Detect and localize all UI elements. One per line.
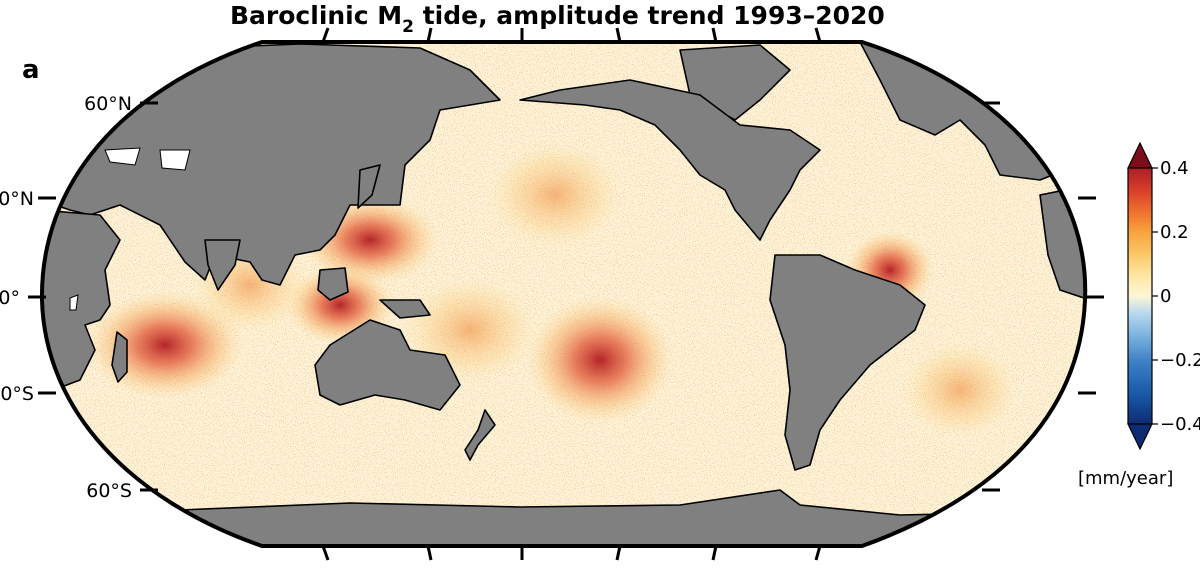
french-polynesia-hotspot: [525, 295, 675, 425]
africa-landmass: [41, 209, 121, 396]
india-landmass: [204, 239, 241, 291]
colorbar-ticks: [1152, 167, 1158, 425]
borneo-landmass: [317, 267, 349, 301]
colorbar: 0.4 0.2 0 −0.2 −0.4 [mm/year]: [1078, 141, 1200, 489]
lat-label: 30°S: [0, 383, 34, 405]
colorbar-unit: [mm/year]: [1078, 468, 1173, 489]
colorbar-scale: [1127, 167, 1153, 425]
colorbar-min-arrow: [1127, 423, 1153, 451]
colorbar-tick-label: 0: [1160, 286, 1171, 307]
graticule-ticks: [28, 27, 1104, 561]
madagascar-landmass: [111, 331, 128, 383]
map-frame: [39, 40, 1088, 548]
colorbar-tick-label: 0.4: [1160, 158, 1189, 179]
colorbar-tick-label: 0.2: [1160, 222, 1189, 243]
lat-label: 0°: [0, 287, 20, 309]
lat-label: 30°N: [0, 188, 34, 210]
landmasses: [41, 42, 1086, 546]
lat-label: 60°S: [86, 480, 132, 502]
map-title: Baroclinic M2 tide, amplitude trend 1993…: [230, 1, 885, 37]
north-america-landmass: [519, 79, 821, 241]
colorbar-tick-label: −0.2: [1160, 350, 1200, 371]
panel-label: a: [22, 55, 40, 85]
hawaii-region: [485, 140, 625, 250]
antarctica-landmass: [179, 489, 1051, 546]
lat-label: 60°N: [84, 93, 132, 115]
south-america-landmass: [769, 254, 926, 471]
colorbar-max-arrow: [1127, 141, 1153, 169]
japan-landmass: [357, 164, 381, 209]
south-atlantic-region: [900, 340, 1020, 440]
colorbar-tick-label: −0.4: [1160, 414, 1200, 435]
new-zealand-landmass: [464, 409, 496, 461]
australia-landmass: [314, 319, 461, 411]
ice-patches: [69, 147, 191, 311]
new-guinea-landmass: [379, 299, 431, 319]
